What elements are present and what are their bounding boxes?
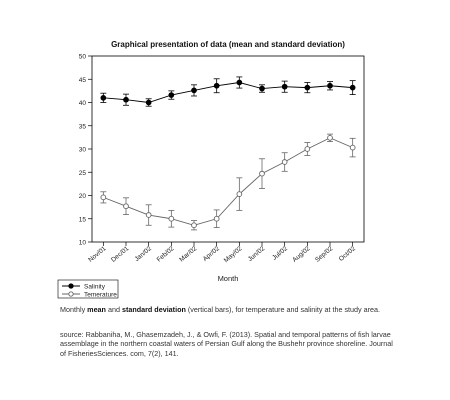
x-tick-label: May/02 bbox=[223, 245, 244, 264]
salinity-point bbox=[191, 87, 197, 94]
caption-text-start: Monthly bbox=[60, 305, 88, 314]
temerature-point bbox=[191, 222, 197, 229]
temerature-point bbox=[168, 215, 175, 222]
salinity-point bbox=[123, 96, 129, 103]
x-tick-label: Jun/02 bbox=[247, 245, 267, 263]
x-tick-label: Dec/01 bbox=[110, 245, 131, 264]
y-tick-label: 25 bbox=[79, 170, 87, 177]
salinity-line bbox=[103, 82, 353, 103]
salinity-point bbox=[168, 92, 175, 98]
salinity-point bbox=[145, 99, 152, 106]
y-tick-label: 35 bbox=[79, 123, 87, 130]
caption-mean-word: mean bbox=[87, 305, 106, 314]
chart-title: Graphical presentation of data (mean and… bbox=[111, 40, 345, 49]
figure-caption: Monthly mean and standard deviation (ver… bbox=[60, 305, 400, 314]
y-tick-label: 15 bbox=[79, 216, 87, 223]
salinity-point bbox=[349, 84, 356, 91]
temerature-line bbox=[103, 137, 353, 226]
legend-salinity-marker bbox=[68, 283, 74, 289]
salinity-point bbox=[213, 82, 220, 89]
chart: Graphical presentation of data (mean and… bbox=[57, 40, 365, 299]
source-citation: source: Rabbaniha, M., Ghasemzadeh, J., … bbox=[60, 330, 393, 358]
salinity-point bbox=[304, 84, 311, 91]
salinity-point bbox=[236, 79, 243, 86]
temerature-point bbox=[349, 144, 356, 151]
y-tick-label: 10 bbox=[79, 240, 87, 247]
y-tick-label: 40 bbox=[79, 100, 87, 107]
x-tick-label: Aug/02 bbox=[291, 245, 312, 264]
salinity-point bbox=[281, 83, 288, 90]
temerature-point bbox=[327, 134, 333, 141]
legend-salinity-label: Salinity bbox=[84, 283, 106, 290]
caption-and-word: and bbox=[105, 305, 122, 314]
legend-temerature-marker bbox=[68, 291, 74, 297]
y-tick-label: 45 bbox=[79, 77, 87, 84]
temerature-point bbox=[213, 215, 220, 222]
y-tick-label: 30 bbox=[79, 147, 87, 154]
caption-text-end: (vertical bars), for temperature and sal… bbox=[185, 305, 381, 314]
salinity-point bbox=[259, 85, 265, 92]
temerature-point bbox=[145, 212, 152, 218]
x-tick-label: Mar/02 bbox=[178, 245, 198, 264]
temerature-point bbox=[236, 191, 243, 197]
caption-sd-word: standard deviation bbox=[121, 305, 186, 314]
x-tick-label: Nov/01 bbox=[87, 245, 108, 264]
legend-temerature-label: Temerature bbox=[84, 291, 117, 298]
y-tick-label: 20 bbox=[79, 193, 87, 200]
y-tick-label: 50 bbox=[79, 54, 87, 61]
x-tick-label: Feb/02 bbox=[156, 245, 176, 264]
x-axis-label: Month bbox=[218, 274, 239, 283]
temerature-point bbox=[100, 194, 107, 201]
salinity-point bbox=[327, 82, 333, 89]
temerature-point bbox=[304, 146, 311, 152]
salinity-point bbox=[100, 94, 107, 101]
temerature-point bbox=[281, 159, 288, 165]
temerature-point bbox=[259, 170, 265, 177]
x-tick-label: Jul/02 bbox=[271, 245, 289, 262]
x-tick-label: Oct/02 bbox=[338, 245, 357, 263]
x-tick-label: Sep/02 bbox=[314, 245, 335, 264]
x-tick-label: Jan/02 bbox=[133, 245, 153, 263]
temerature-point bbox=[123, 203, 129, 210]
x-tick-label: Apr/02 bbox=[202, 245, 221, 263]
